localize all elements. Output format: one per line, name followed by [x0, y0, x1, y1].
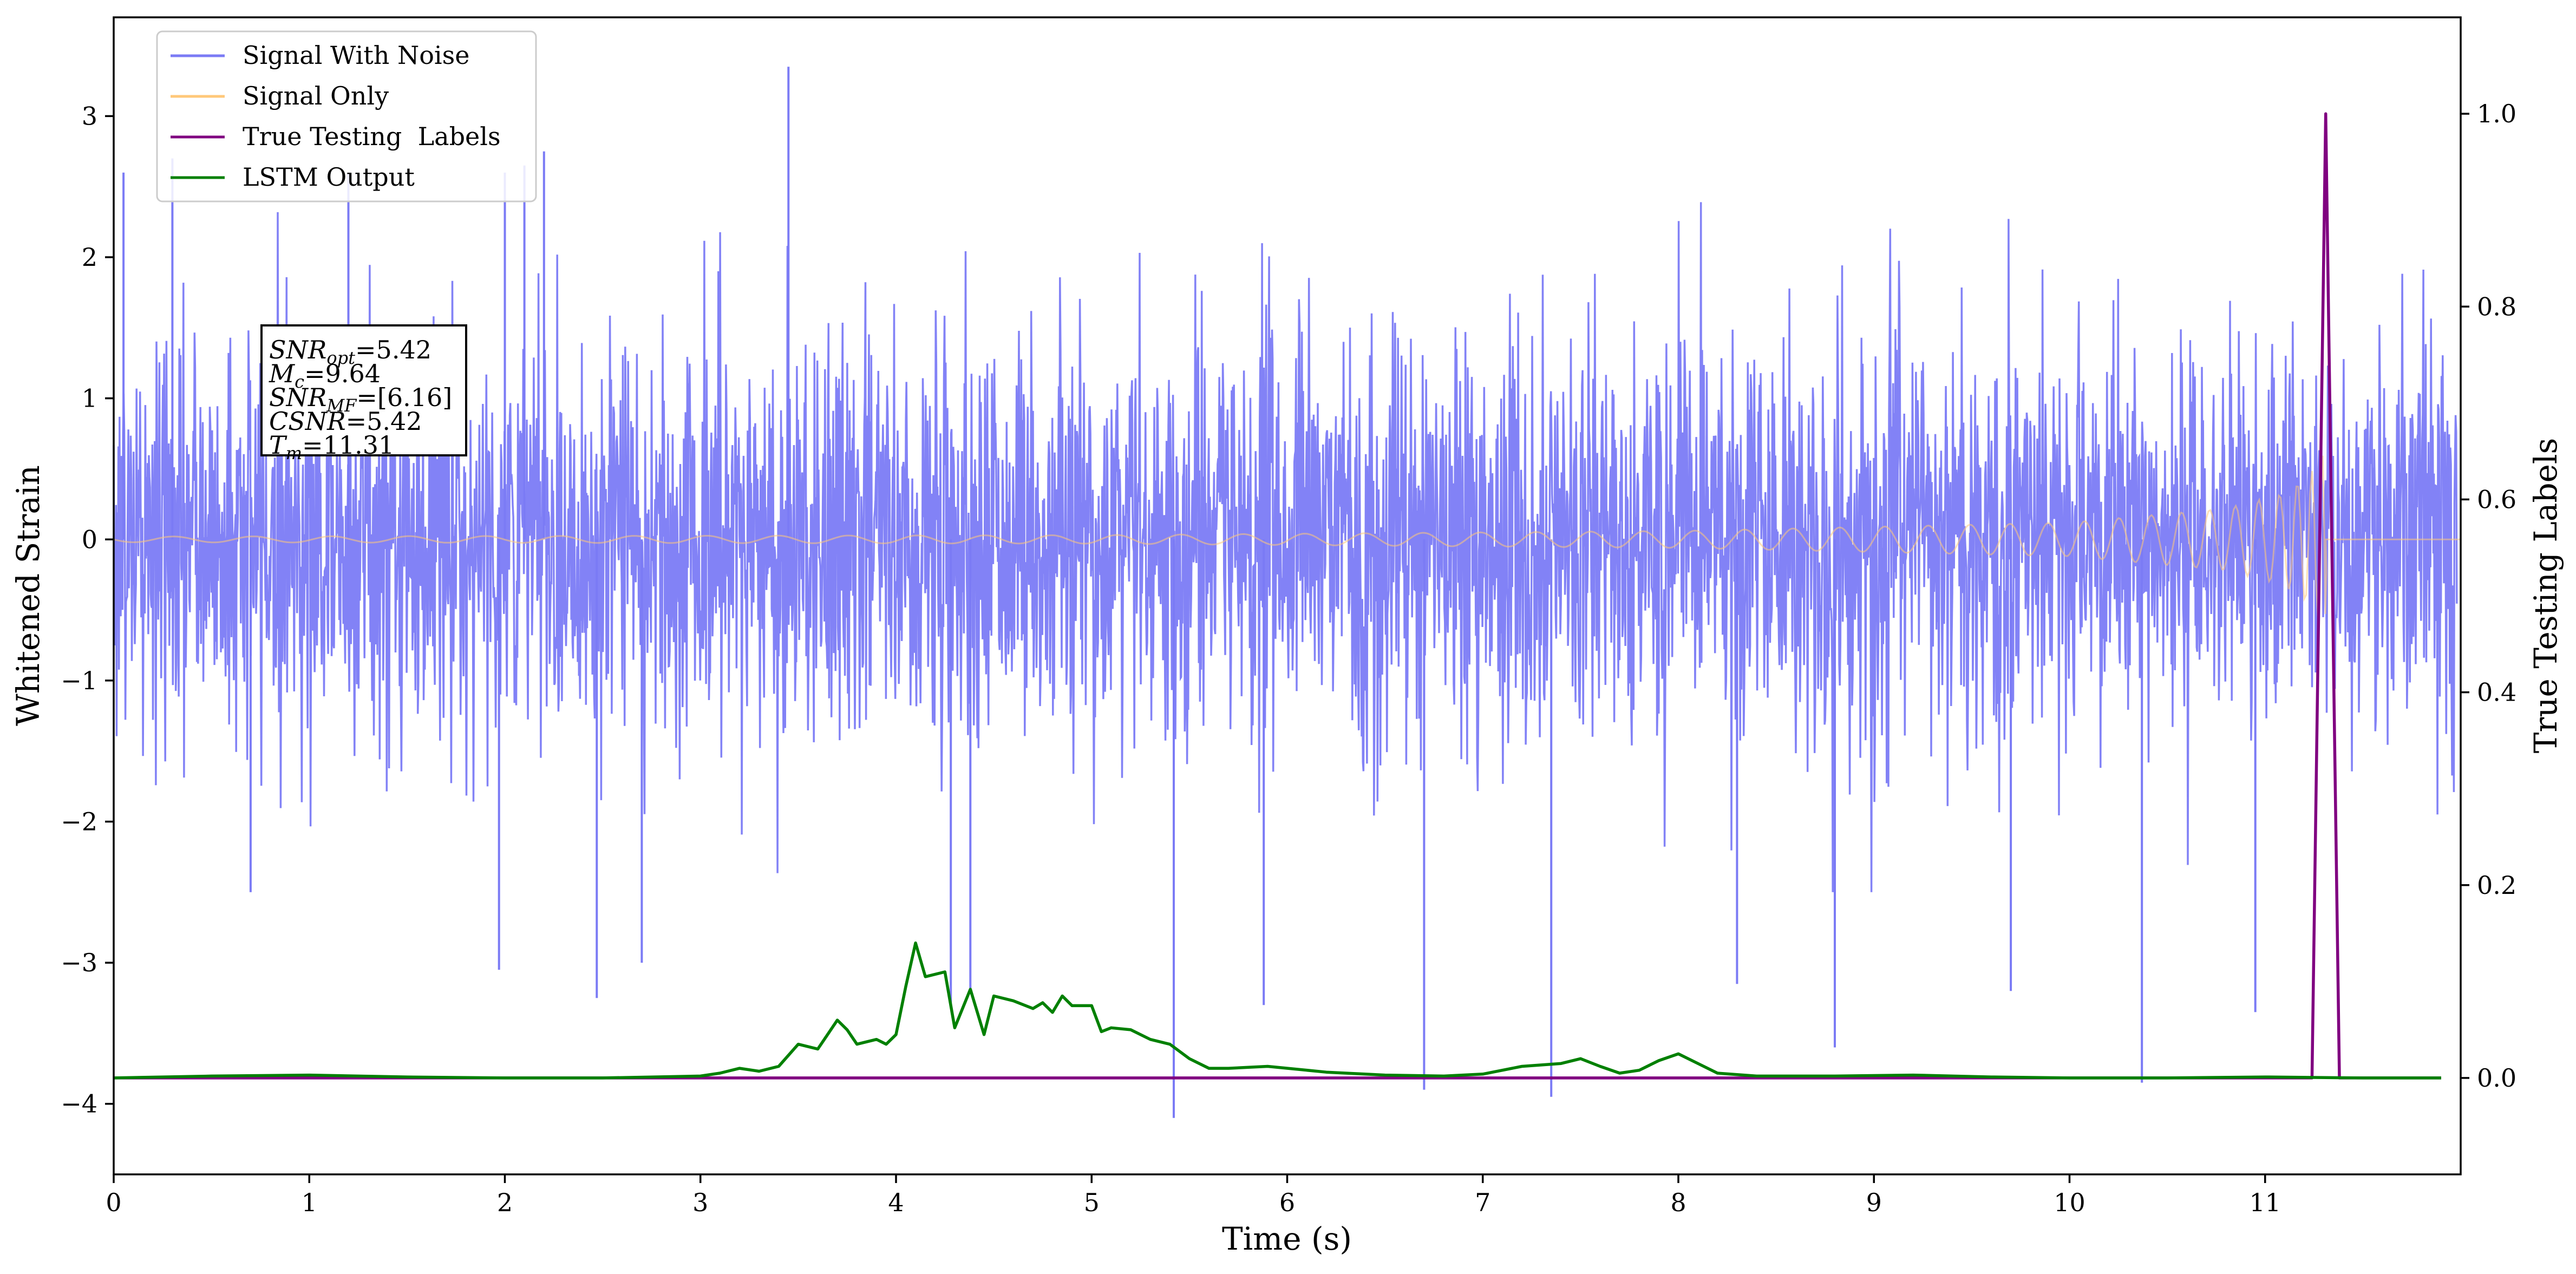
x-tick-label: 0	[106, 1188, 121, 1217]
x-tick-label: 10	[2054, 1188, 2085, 1217]
series-signal-with-noise	[113, 67, 2458, 1118]
y-tick-label: −4	[61, 1089, 97, 1119]
legend: Signal With Noise Signal Only True Testi…	[156, 30, 537, 202]
x-tick-label: 4	[888, 1188, 904, 1217]
legend-label: True Testing Labels	[243, 122, 501, 151]
y2-tick-label: 0.4	[2477, 678, 2516, 707]
annotation-line: CSNR=5.42	[269, 407, 422, 436]
y2-tick-label: 1.0	[2477, 99, 2516, 128]
legend-label: LSTM Output	[243, 162, 415, 192]
y-tick-label: −2	[61, 807, 97, 836]
legend-item-lstm-output: LSTM Output	[171, 162, 415, 192]
x-tick-label: 3	[692, 1188, 708, 1217]
y2-axis-title: True Testing Labels	[2527, 438, 2564, 753]
legend-label: Signal Only	[243, 81, 389, 110]
annotation-box: SNRopt=5.42Mc=9.64SNRMF=[6.16]CSNR=5.42T…	[260, 324, 467, 463]
legend-item-signal-with-noise: Signal With Noise	[171, 41, 469, 70]
plot-area	[113, 67, 2461, 1118]
annotation-frame	[260, 324, 467, 456]
y-tick-label: 3	[82, 101, 97, 130]
x-axis-title: Time (s)	[1222, 1220, 1352, 1257]
annotation-line: SNRopt=5.42	[269, 335, 431, 368]
annotation-line: Tm=11.31	[269, 430, 394, 463]
x-tick-label: 1	[302, 1188, 317, 1217]
y-tick-label: −3	[61, 948, 97, 977]
series-signal-only	[113, 455, 2461, 617]
annotation-line: Mc=9.64	[269, 359, 381, 392]
y2-tick-label: 0.6	[2477, 485, 2516, 514]
legend-item-signal-only: Signal Only	[171, 81, 389, 110]
x-tick-label: 9	[1866, 1188, 1882, 1217]
y2-axis-ticks: 0.0 0.2 0.4 0.6 0.8 1.0	[2461, 99, 2516, 1093]
y2-tick-label: 0.8	[2477, 292, 2516, 321]
x-tick-label: 7	[1475, 1188, 1490, 1217]
y-axis-ticks: −4 −3 −2 −1 0 1 2 3	[61, 101, 114, 1119]
legend-box	[156, 30, 537, 202]
x-axis-ticks: 0 1 2 3 4 5 6 7 8 9 10 11	[106, 1174, 2281, 1217]
x-tick-label: 6	[1279, 1188, 1295, 1217]
legend-label: Signal With Noise	[243, 41, 469, 70]
x-tick-label: 5	[1084, 1188, 1100, 1217]
y2-tick-label: 0.2	[2477, 871, 2516, 900]
y2-tick-label: 0.0	[2477, 1063, 2516, 1093]
annotation-line: SNRMF=[6.16]	[269, 383, 452, 416]
y-tick-label: 1	[82, 384, 97, 413]
x-tick-label: 8	[1670, 1188, 1686, 1217]
lstm-output-line	[113, 941, 2441, 1080]
y-tick-label: −1	[61, 666, 97, 695]
y-tick-label: 0	[82, 525, 97, 554]
legend-item-true-testing-labels: True Testing Labels	[171, 122, 501, 151]
y-axis-title: Whitened Strain	[10, 465, 47, 726]
signal-only-line	[113, 455, 2461, 617]
series-lstm-output	[113, 941, 2441, 1080]
x-tick-label: 2	[497, 1188, 513, 1217]
y-tick-label: 2	[82, 243, 97, 272]
x-tick-label: 11	[2249, 1188, 2281, 1217]
